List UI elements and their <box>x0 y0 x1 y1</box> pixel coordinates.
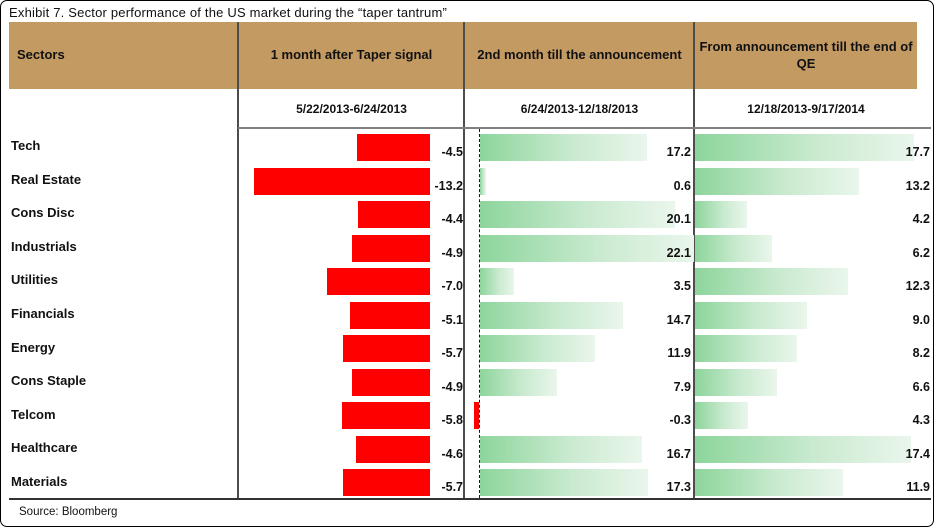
value-month1-industrials: -4.9 <box>441 245 463 260</box>
value-month1-tech: -4.5 <box>441 145 463 159</box>
bar-qe-end-energy <box>695 335 797 363</box>
bar-month2-cons-staple <box>480 368 557 396</box>
period-label-2: 6/24/2013-12/18/2013 <box>520 102 639 116</box>
bar-qe-end-telcom <box>695 402 749 430</box>
chart-top-rule <box>238 127 931 129</box>
value-qe-end-tech: 17.7 <box>905 145 930 159</box>
bar-month1-materials <box>342 469 430 497</box>
sector-label-industrials: Industrials <box>11 238 77 254</box>
value-month1-telcom: -5.8 <box>441 413 463 428</box>
bar-qe-end-industrials <box>695 234 772 262</box>
bar-month2-real-estate <box>480 167 486 195</box>
value-qe-end-real-estate: 13.2 <box>905 178 930 193</box>
value-month2-utilities: 3.5 <box>673 279 691 294</box>
bar-qe-end-cons-disc <box>695 201 748 229</box>
value-qe-end-utilities: 12.3 <box>905 279 930 294</box>
bar-month2-cons-disc <box>480 201 675 229</box>
sector-label-cons-staple: Cons Staple <box>11 373 87 389</box>
value-month2-healthcare: 16.7 <box>666 446 691 461</box>
value-qe-end-cons-staple: 6.6 <box>912 379 930 394</box>
value-month2-real-estate: 0.6 <box>673 178 691 193</box>
value-month2-telcom: -0.3 <box>669 413 691 428</box>
exhibit-title: Exhibit 7. Sector performance of the US … <box>9 5 448 20</box>
sector-label-utilities: Utilities <box>11 272 58 288</box>
bar-month1-cons-staple <box>352 368 430 396</box>
bar-qe-end-utilities <box>695 268 848 296</box>
value-month1-healthcare: -4.6 <box>441 446 463 461</box>
bar-qe-end-cons-staple <box>695 368 777 396</box>
value-qe-end-financials: 9.0 <box>912 312 930 327</box>
value-month2-cons-disc: 20.1 <box>666 212 691 227</box>
sector-label-materials: Materials <box>11 473 68 489</box>
bar-month1-telcom <box>341 402 430 430</box>
column-header-1: 1 month after Taper signal <box>270 47 433 63</box>
value-qe-end-cons-disc: 4.2 <box>912 212 930 227</box>
sector-label-energy: Energy <box>11 339 56 355</box>
bar-qe-end-tech <box>695 134 915 161</box>
bar-month1-real-estate <box>254 167 430 195</box>
column-header-2: 2nd month till the announcement <box>477 47 682 63</box>
bar-month2-financials <box>480 301 623 329</box>
value-month1-utilities: -7.0 <box>441 279 463 294</box>
value-qe-end-telcom: 4.3 <box>912 413 930 428</box>
value-qe-end-industrials: 6.2 <box>912 245 930 260</box>
sector-label-real-estate: Real Estate <box>11 171 82 187</box>
bar-month2-tech <box>480 134 647 161</box>
bar-month1-energy <box>342 335 430 363</box>
column-header-3: From announcement till the end of QE <box>699 39 913 71</box>
sector-label-tech: Tech <box>11 138 41 154</box>
zero-axis-dashed-line <box>479 129 480 498</box>
column-divider-1 <box>237 22 239 498</box>
value-month1-energy: -5.7 <box>441 346 463 361</box>
bar-month2-energy <box>480 335 596 363</box>
column-header-sectors: Sectors <box>17 47 65 63</box>
bar-month2-materials <box>480 469 648 497</box>
bar-qe-end-real-estate <box>695 167 859 195</box>
value-qe-end-energy: 8.2 <box>912 346 930 361</box>
bar-month2-utilities <box>480 268 514 296</box>
bar-qe-end-healthcare <box>695 435 911 463</box>
bar-month2-healthcare <box>480 435 642 463</box>
value-qe-end-healthcare: 17.4 <box>905 446 930 461</box>
value-month2-tech: 17.2 <box>666 145 691 159</box>
sector-label-cons-disc: Cons Disc <box>11 205 75 221</box>
value-month2-cons-staple: 7.9 <box>673 379 691 394</box>
value-month1-materials: -5.7 <box>441 480 463 495</box>
sector-label-telcom: Telcom <box>11 406 56 422</box>
bar-month2-telcom <box>474 402 479 430</box>
value-month2-energy: 11.9 <box>667 346 691 361</box>
value-month1-financials: -5.1 <box>441 312 463 327</box>
sector-label-financials: Financials <box>11 305 75 321</box>
bar-month1-financials <box>349 301 430 329</box>
column-divider-2 <box>463 22 465 498</box>
sector-label-healthcare: Healthcare <box>11 440 78 456</box>
chart-bottom-rule <box>9 498 931 500</box>
bar-month2-industrials <box>480 234 695 262</box>
value-month1-cons-disc: -4.4 <box>441 212 463 227</box>
bar-qe-end-financials <box>695 301 807 329</box>
value-qe-end-materials: 11.9 <box>906 480 930 495</box>
value-month2-materials: 17.3 <box>666 480 691 495</box>
period-label-3: 12/18/2013-9/17/2014 <box>747 102 865 116</box>
bar-month1-healthcare <box>355 435 430 463</box>
bar-month1-industrials <box>352 234 430 262</box>
value-month2-financials: 14.7 <box>666 312 691 327</box>
source-note: Source: Bloomberg <box>19 506 118 518</box>
bar-month1-cons-disc <box>358 201 430 229</box>
period-label-1: 5/22/2013-6/24/2013 <box>296 102 407 116</box>
bar-month1-tech <box>356 134 430 161</box>
bar-qe-end-materials <box>695 469 843 497</box>
value-month1-real-estate: -13.2 <box>434 178 464 193</box>
value-month1-cons-staple: -4.9 <box>441 379 463 394</box>
bar-month1-utilities <box>327 268 430 296</box>
value-month2-industrials: 22.1 <box>666 245 691 260</box>
